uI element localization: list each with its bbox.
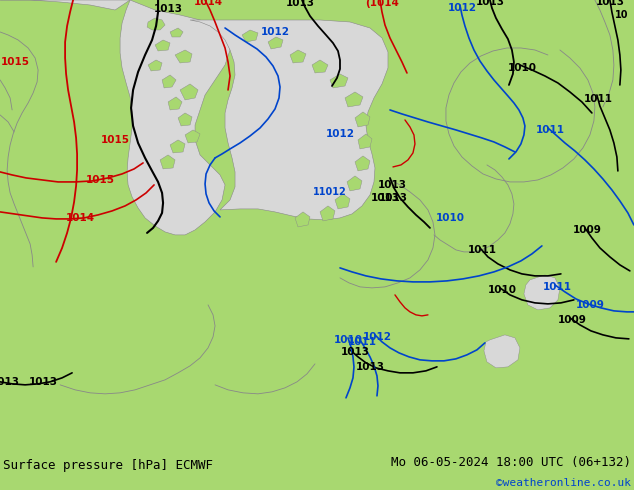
Polygon shape [347, 176, 362, 191]
Text: 1013: 1013 [356, 362, 384, 372]
Text: 1011: 1011 [535, 125, 564, 135]
Polygon shape [355, 112, 370, 127]
Text: 1010: 1010 [488, 285, 517, 295]
Text: 1012: 1012 [325, 129, 354, 139]
Text: 1010: 1010 [507, 63, 536, 73]
Text: Surface pressure [hPa] ECMWF: Surface pressure [hPa] ECMWF [3, 459, 213, 471]
Polygon shape [290, 50, 306, 63]
Polygon shape [242, 30, 258, 42]
Text: 1012: 1012 [363, 332, 391, 342]
Text: 1014: 1014 [65, 213, 94, 223]
Text: 1013: 1013 [378, 193, 408, 203]
Polygon shape [358, 134, 372, 149]
Text: 1013: 1013 [0, 377, 20, 387]
Text: Mo 06-05-2024 18:00 UTC (06+132): Mo 06-05-2024 18:00 UTC (06+132) [391, 456, 631, 469]
Polygon shape [175, 50, 192, 63]
Polygon shape [524, 275, 560, 310]
Text: 10: 10 [615, 10, 629, 20]
Polygon shape [268, 37, 283, 49]
Text: 1015: 1015 [101, 135, 129, 145]
Text: 1012: 1012 [261, 27, 290, 37]
Polygon shape [120, 0, 230, 235]
Text: 1013: 1013 [595, 0, 624, 7]
Polygon shape [484, 335, 520, 368]
Text: 1013: 1013 [377, 180, 406, 190]
Polygon shape [0, 0, 130, 10]
Text: 1010: 1010 [436, 213, 465, 223]
Text: 1009: 1009 [573, 225, 601, 235]
Polygon shape [320, 206, 335, 221]
Text: 1011: 1011 [543, 282, 571, 292]
Polygon shape [178, 113, 192, 126]
Text: 11012: 11012 [313, 187, 347, 197]
Text: 1011: 1011 [347, 337, 377, 347]
Text: (1014: (1014 [365, 0, 399, 8]
Polygon shape [335, 194, 350, 209]
Text: 1011: 1011 [583, 94, 612, 104]
Polygon shape [170, 28, 183, 37]
Polygon shape [330, 74, 348, 88]
Polygon shape [160, 155, 175, 169]
Polygon shape [180, 84, 198, 100]
Polygon shape [168, 97, 182, 110]
Text: 1011: 1011 [467, 245, 496, 255]
Text: ©weatheronline.co.uk: ©weatheronline.co.uk [496, 478, 631, 488]
Text: 1009: 1009 [576, 300, 604, 310]
Text: 1013: 1013 [29, 377, 58, 387]
Polygon shape [162, 75, 176, 88]
Polygon shape [185, 130, 200, 143]
Polygon shape [345, 92, 363, 107]
Text: 1015: 1015 [1, 57, 30, 67]
Text: 1013: 1013 [340, 347, 370, 357]
Polygon shape [147, 18, 165, 30]
Polygon shape [312, 60, 328, 73]
Polygon shape [190, 20, 388, 220]
Polygon shape [295, 212, 310, 227]
Text: 1013: 1013 [153, 4, 183, 14]
Text: 1014: 1014 [193, 0, 223, 7]
Polygon shape [148, 60, 162, 71]
Text: 1013: 1013 [370, 193, 399, 203]
Text: 1012: 1012 [448, 3, 476, 13]
Text: 1009: 1009 [557, 315, 586, 325]
Text: 1015: 1015 [86, 175, 115, 185]
Polygon shape [155, 40, 170, 51]
Text: 1013: 1013 [476, 0, 505, 7]
Text: 1010: 1010 [333, 335, 363, 345]
Text: 1013: 1013 [285, 0, 314, 8]
Polygon shape [355, 156, 370, 171]
Polygon shape [170, 140, 185, 153]
